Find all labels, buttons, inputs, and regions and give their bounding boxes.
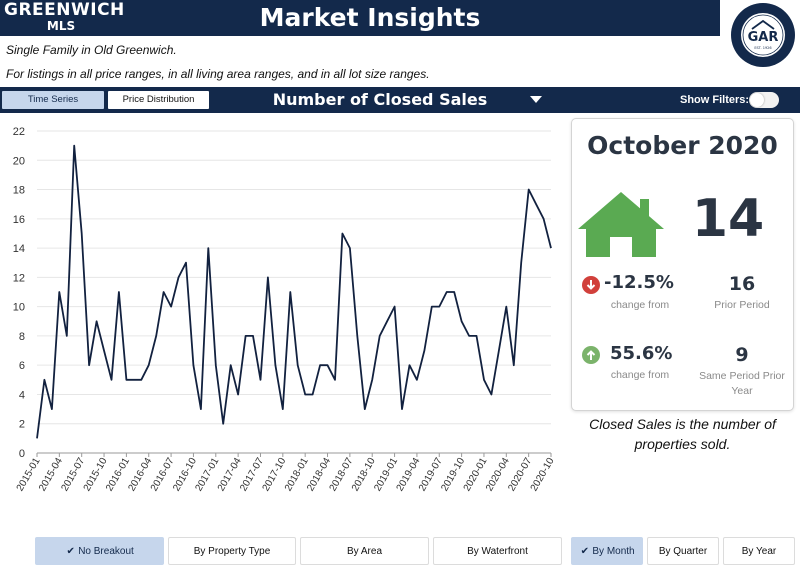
prior-year-value: 9 [735,344,749,366]
caret-down-icon [530,96,542,103]
y-tick-label: 10 [13,302,25,314]
prior-period-label: Prior Period [714,299,770,311]
show-filters-label: Show Filters: [680,94,750,106]
by-property-type-label: By Property Type [193,546,271,557]
y-tick-label: 16 [13,214,25,226]
property-type-description: Single Family in Old Greenwich. [6,43,177,57]
greenwich-mls-logo[interactable]: GREENWICH MLS [4,0,125,35]
by-area-button[interactable]: By Area [300,537,429,565]
card-month: October 2020 [587,131,778,160]
by-quarter-button[interactable]: By Quarter [647,537,719,565]
by-waterfront-label: By Waterfront [467,546,528,557]
stat-card: October 2020 14 -12.5% change from 16 Pr… [571,118,794,411]
by-month-label: By Month [592,546,635,557]
change-prior-period-pct: -12.5% [604,272,674,293]
by-year-label: By Year [741,546,777,557]
arrow-up-circle-icon [582,346,600,364]
y-tick-label: 6 [19,360,25,372]
by-quarter-label: By Quarter [658,546,708,557]
change-prior-year-pct: 55.6% [610,343,673,364]
no-breakout-label: No Breakout [78,546,134,557]
by-year-button[interactable]: By Year [723,537,795,565]
series-line-closed-sales [36,144,552,439]
y-tick-label: 14 [13,243,25,255]
tab-time-series[interactable]: Time Series [2,91,104,109]
tab-price-distribution[interactable]: Price Distribution [108,91,209,109]
page-title: Market Insights [259,3,481,32]
y-tick-label: 0 [19,448,25,460]
y-tick-label: 2 [19,419,25,431]
by-month-button[interactable]: ✔ By Month [571,537,643,565]
y-tick-label: 22 [13,126,25,138]
change-prior-year-caption: change from [610,369,670,381]
y-tick-label: 20 [13,155,25,167]
toggle-knob [750,93,764,107]
house-icon [578,192,664,257]
change-prior-period-caption: change from [610,299,670,311]
logo-main-text: GREENWICH [4,0,125,20]
metric-dropdown[interactable]: Number of Closed Sales [240,87,550,113]
y-tick-label: 4 [19,389,25,401]
arrow-down-circle-icon [582,276,600,294]
filter-description: For listings in all price ranges, in all… [6,67,430,81]
header-bar: GREENWICH MLS Market Insights [0,0,720,36]
by-area-label: By Area [346,546,383,557]
metric-dropdown-label: Number of Closed Sales [272,90,488,109]
chart-toolbar: Time Series Price Distribution Number of… [0,87,800,113]
prior-period-value: 16 [728,273,756,295]
by-waterfront-button[interactable]: By Waterfront [433,537,562,565]
logo-sub-text: MLS [46,19,76,33]
check-icon: ✔ [580,546,590,557]
prior-year-label-1: Same Period Prior [699,370,785,382]
no-breakout-button[interactable]: ✔ No Breakout [35,537,164,565]
by-property-type-button[interactable]: By Property Type [168,537,296,565]
seal-est: EST. 1926 [754,46,771,50]
seal-label: GAR [748,30,779,45]
metric-definition: Closed Sales is the number of properties… [589,416,776,452]
y-tick-label: 18 [13,185,25,197]
y-tick-label: 8 [19,331,25,343]
check-icon: ✔ [66,546,75,557]
closed-sales-value: 14 [691,189,765,249]
prior-year-label-2: Year [731,385,753,397]
y-tick-label: 12 [13,272,25,284]
closed-sales-line-chart: 02468101214161820222015-012015-042015-07… [13,126,557,493]
gar-seal-icon: GAR EST. 1926 [731,3,795,67]
show-filters-toggle[interactable] [749,92,779,108]
